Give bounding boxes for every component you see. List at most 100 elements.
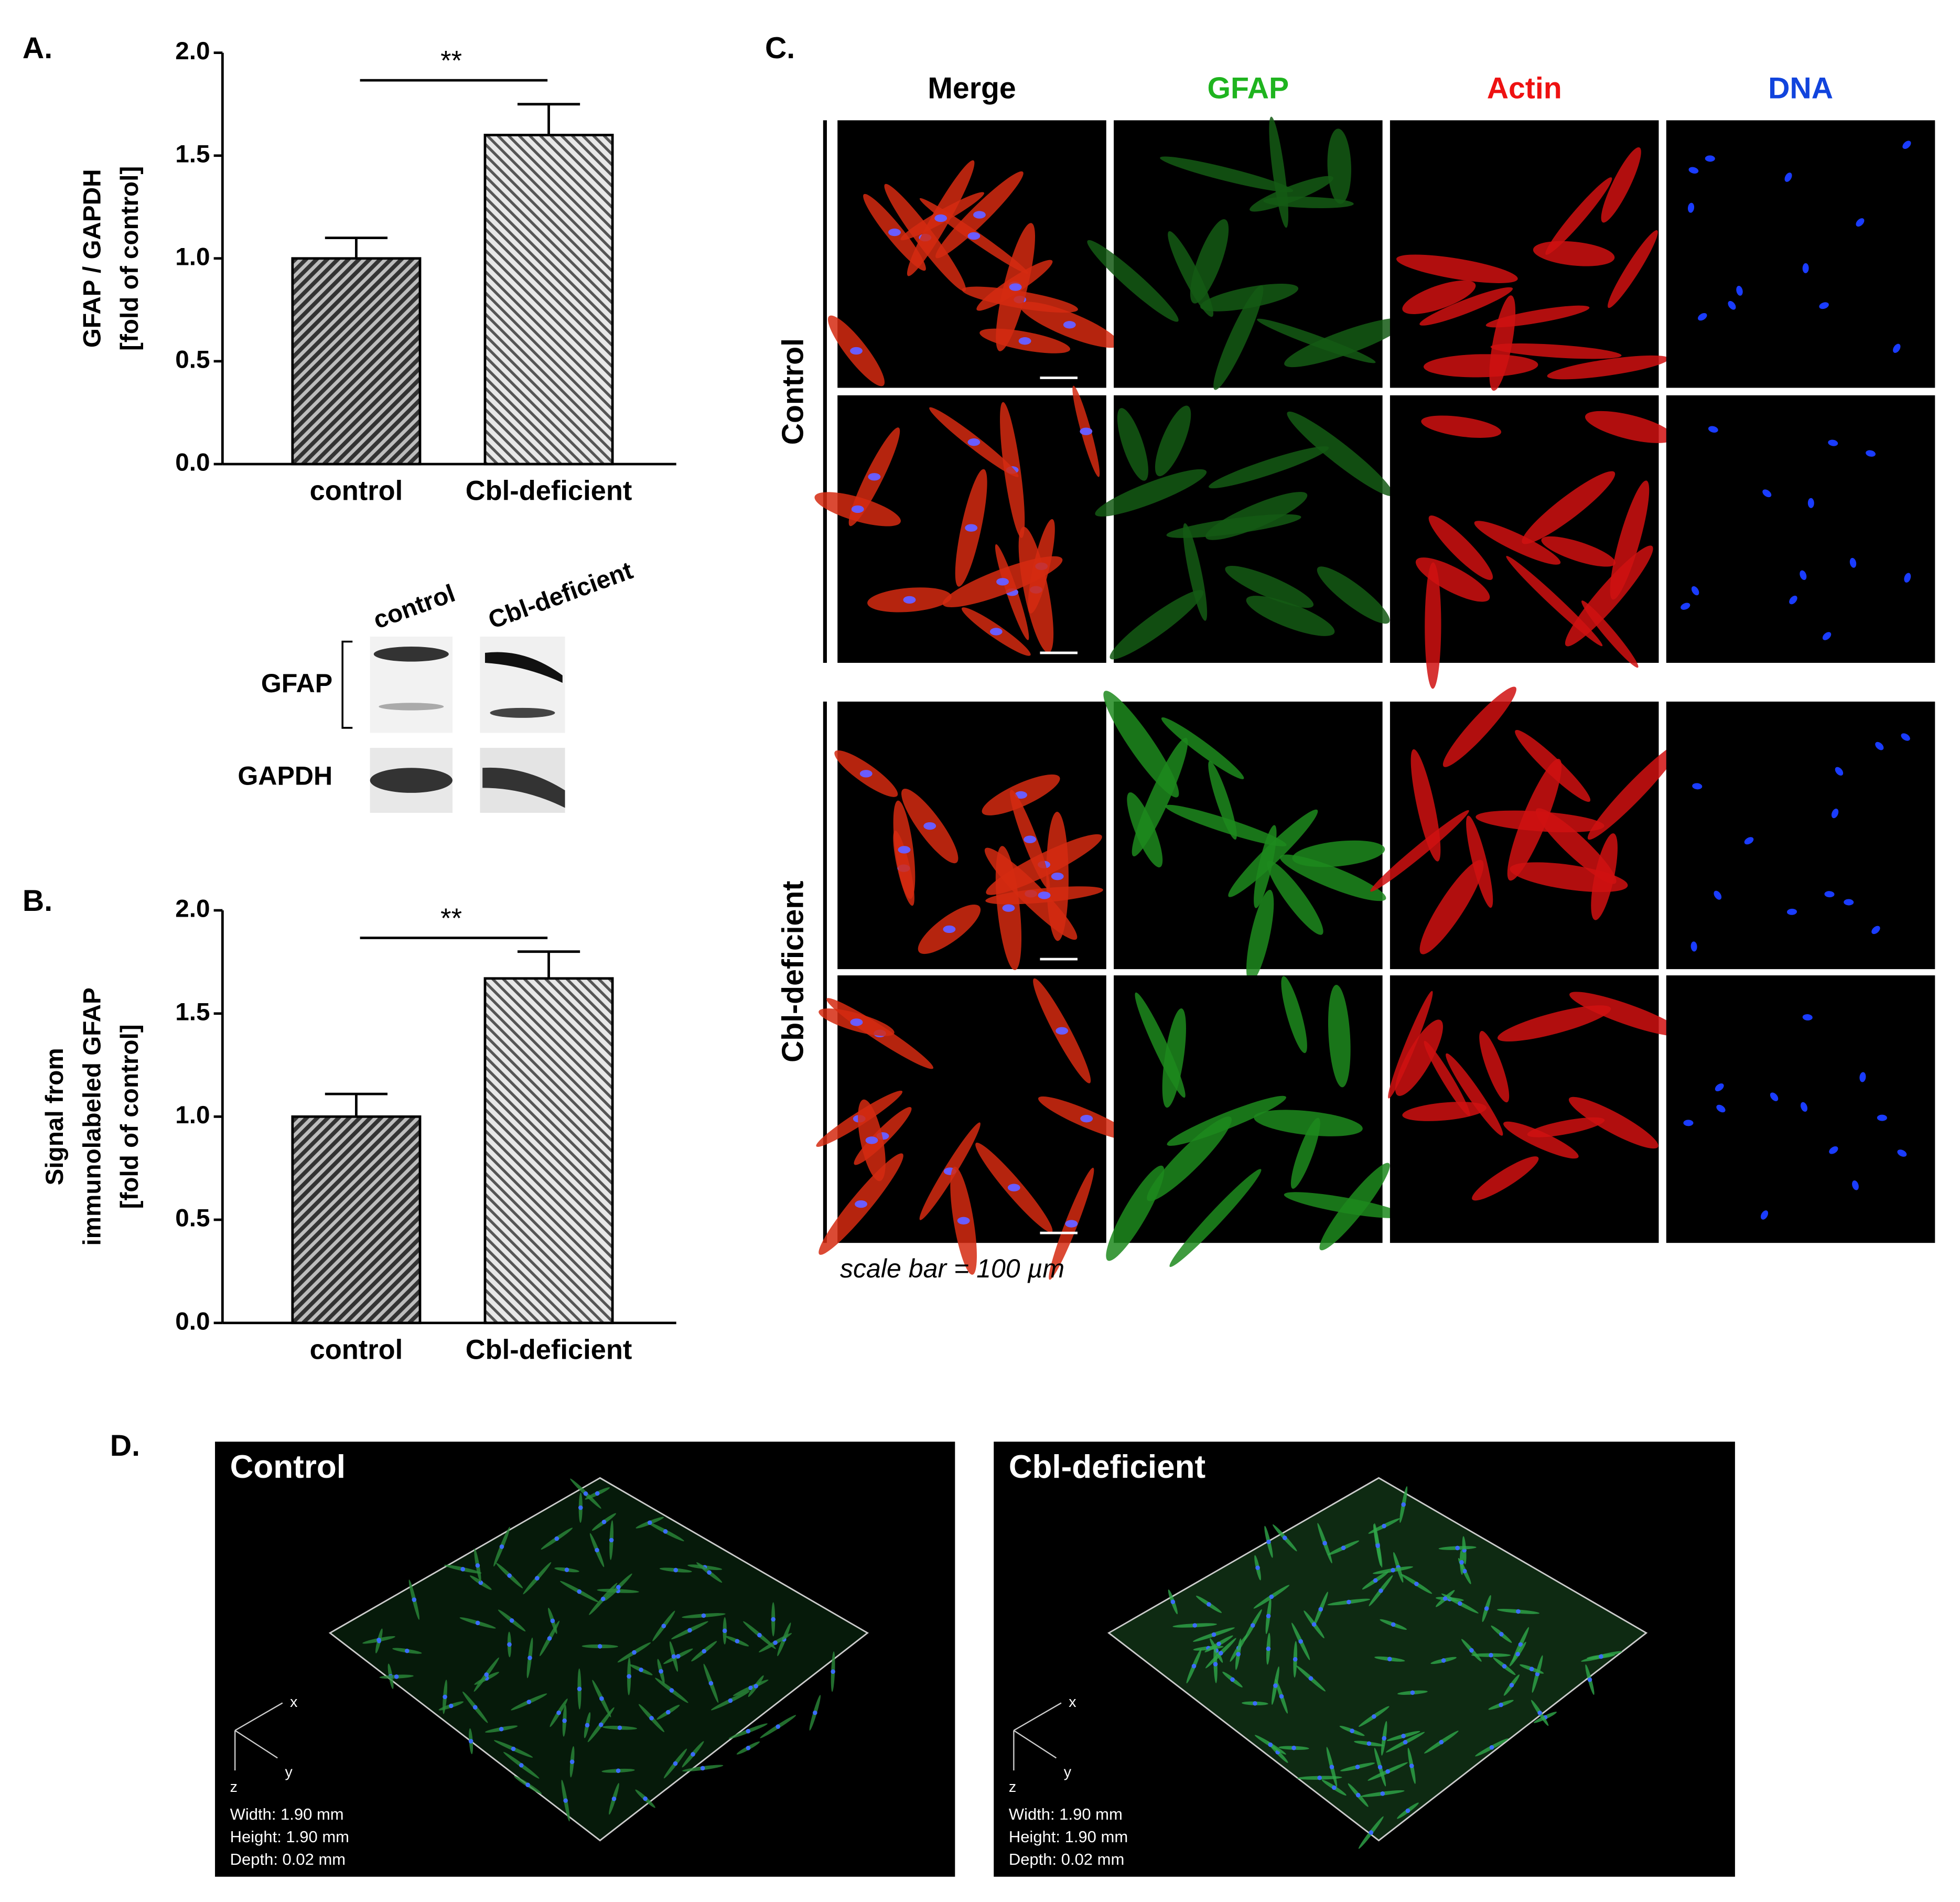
- render-info: Height: 1.90 mm: [230, 1828, 349, 1846]
- y-tick-label: 0.5: [175, 1205, 210, 1232]
- image-background: [1666, 975, 1935, 1243]
- render-panel: Control Width: 1.90 mm Height: 1.90 mm Dept…: [215, 1442, 1735, 1877]
- row-label: GAPDH: [238, 761, 332, 791]
- nucleus: [996, 578, 1009, 586]
- nucleus: [547, 1636, 552, 1641]
- cell: [1292, 840, 1385, 867]
- cell: [1103, 691, 1179, 798]
- lane-label: Cbl-deficient: [484, 556, 636, 635]
- nucleus: [1355, 1765, 1360, 1769]
- nucleus: [1819, 302, 1829, 309]
- nucleus: [600, 1596, 606, 1602]
- nucleus: [1705, 155, 1715, 162]
- nucleus: [1875, 742, 1884, 750]
- cell: [1601, 147, 1641, 223]
- nucleus: [1355, 1792, 1361, 1798]
- nucleus: [923, 822, 936, 830]
- nucleus: [511, 1746, 516, 1751]
- cell: [1442, 686, 1516, 767]
- nucleus: [526, 1700, 532, 1704]
- nucleus: [509, 1618, 514, 1623]
- render-title: Cbl-deficient: [1009, 1449, 1205, 1485]
- nucleus: [813, 1710, 817, 1715]
- nucleus: [609, 1538, 614, 1543]
- nucleus: [1322, 1541, 1327, 1546]
- nucleus: [564, 1567, 569, 1572]
- cell: [1419, 859, 1484, 954]
- cell: [1587, 743, 1682, 840]
- image-background: [1666, 395, 1935, 663]
- cell: [1395, 1019, 1443, 1096]
- cell: [1541, 536, 1616, 567]
- cell: [1565, 545, 1653, 647]
- cell: [1162, 1008, 1186, 1108]
- nucleus: [1587, 1677, 1592, 1682]
- caption: scale bar = 100 µm: [840, 1254, 1064, 1283]
- cell: [1225, 565, 1314, 608]
- panel-label: D.: [110, 1429, 140, 1463]
- nucleus: [1518, 1642, 1523, 1647]
- column-header: DNA: [1768, 71, 1833, 105]
- cell: [1396, 254, 1518, 283]
- cell: [1246, 889, 1274, 983]
- nucleus: [868, 473, 881, 481]
- nucleus: [1279, 1694, 1284, 1699]
- nucleus: [1537, 1711, 1542, 1715]
- axis-glyph: [1013, 1702, 1062, 1771]
- nucleus: [673, 1761, 678, 1766]
- y-tick-label: 1.5: [175, 140, 210, 168]
- x-tick-label: Cbl-deficient: [466, 1335, 632, 1365]
- cell: [1568, 1097, 1659, 1149]
- nucleus: [676, 1654, 681, 1659]
- nucleus: [1170, 1599, 1176, 1604]
- nucleus: [1216, 1641, 1221, 1647]
- nucleus: [669, 1688, 674, 1693]
- nucleus: [1728, 300, 1736, 310]
- nucleus: [507, 1573, 512, 1578]
- nucleus: [1786, 908, 1797, 915]
- nucleus: [405, 1648, 410, 1653]
- cell: [1503, 1121, 1579, 1159]
- nucleus: [967, 232, 981, 240]
- nucleus: [746, 1728, 751, 1734]
- y-tick-label: 1.5: [175, 998, 210, 1026]
- nucleus: [577, 1589, 582, 1594]
- nucleus: [1401, 1502, 1406, 1507]
- cell: [1581, 600, 1639, 668]
- cell: [1155, 405, 1191, 477]
- render-info: Depth: 0.02 mm: [230, 1850, 346, 1868]
- cell: [1147, 1116, 1232, 1201]
- render: Cbl-deficient Width: 1.90 mm Height: 1.90 …: [994, 1442, 1735, 1877]
- cell: [1168, 231, 1214, 317]
- nucleus: [1298, 1639, 1303, 1644]
- nucleus: [1380, 1791, 1385, 1796]
- y-tick-label: 0.0: [175, 449, 210, 477]
- nucleus: [616, 1768, 621, 1773]
- nucleus: [472, 1705, 478, 1710]
- nucleus: [671, 1654, 676, 1659]
- nucleus: [1688, 167, 1699, 174]
- nucleus: [1859, 1072, 1866, 1082]
- cell: [1479, 1030, 1510, 1103]
- nucleus: [1063, 321, 1076, 329]
- cell: [1127, 792, 1163, 868]
- nucleus: [943, 925, 956, 933]
- nucleus: [443, 1694, 447, 1700]
- row-label: Control: [776, 338, 810, 445]
- nucleus: [722, 1628, 727, 1634]
- cell: [1402, 1102, 1487, 1121]
- row-label: Cbl-deficient: [776, 881, 810, 1062]
- nucleus: [989, 628, 1003, 636]
- nucleus: [1856, 218, 1865, 227]
- micrograph: [1103, 691, 1386, 983]
- y-tick-label: 2.0: [175, 37, 210, 65]
- cell: [1485, 305, 1590, 328]
- bar-chart: 0.0 0.5 1.0 1.5 2.0 GFAP / GAPDH [fold of cont…: [78, 37, 676, 507]
- nucleus: [519, 1763, 524, 1768]
- nucleus: [1373, 1578, 1378, 1583]
- image-background: [1666, 120, 1935, 388]
- panel-label: A.: [23, 31, 52, 65]
- cell: [1250, 176, 1333, 212]
- nucleus: [1269, 1594, 1274, 1599]
- nucleus: [1253, 1701, 1257, 1706]
